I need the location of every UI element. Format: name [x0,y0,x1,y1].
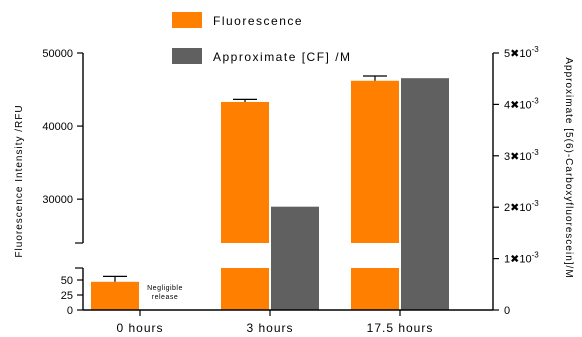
legend-swatch-1 [172,48,202,64]
bar-fluorescence-upper-2 [351,80,399,244]
y2-tick-label-4: 4✖10-3 [504,96,539,111]
bar-cf-2 [401,78,449,310]
x-tick-label-0: 0 hours [116,321,163,335]
annotation: Negligible release [147,285,183,301]
y-tick-label-lower-1: 25 [61,290,73,302]
y-tick-label-upper-0: 30000 [42,194,73,206]
annotation-line-1: Negligible [147,285,183,292]
bar-fluorescence-lower-2 [351,268,399,310]
x-tick-label-1: 3 hours [246,321,293,335]
y2-tick-label-5: 5✖10-3 [504,45,539,60]
legend-label-1: Approximate [CF] /M [213,50,352,64]
x-axis: 0 hours 3 hours 17.5 hours [83,309,493,335]
x-tick-label-2: 17.5 hours [367,321,434,335]
y2-axis-title: Approximate [5(6)-Carboxyfluorescein]/M [563,57,574,278]
y2-tick-label-2: 2✖10-3 [504,199,539,214]
legend-label-0: Fluorescence [213,14,303,28]
legend: Fluorescence Approximate [CF] /M [172,12,352,64]
bar-fluorescence-0 [91,281,139,310]
bar-cf-1 [271,206,319,310]
y-tick-label-lower-2: 50 [61,275,73,287]
y2-tick-label-1: 1✖10-3 [504,251,539,266]
error-bars [103,75,387,282]
y-axis-title: Fluorescence Intensity /RFU [14,104,25,257]
y-axis-right: 0 1✖10-3 2✖10-3 3✖10-3 4✖10-3 5✖10-3 [492,45,539,317]
y-tick-label-lower-0: 0 [67,305,73,317]
y2-tick-label-0: 0 [504,305,510,317]
y-tick-label-upper-1: 40000 [42,121,73,133]
bars [91,78,449,310]
annotation-line-2: release [152,294,178,301]
bar-fluorescence-upper-1 [221,101,269,243]
y-tick-label-upper-2: 50000 [42,48,73,60]
legend-swatch-0 [172,12,202,28]
y-axis-left: 0 25 50 30000 40000 50000 [42,48,84,317]
y2-tick-label-3: 3✖10-3 [504,148,539,163]
bar-fluorescence-lower-1 [221,268,269,310]
